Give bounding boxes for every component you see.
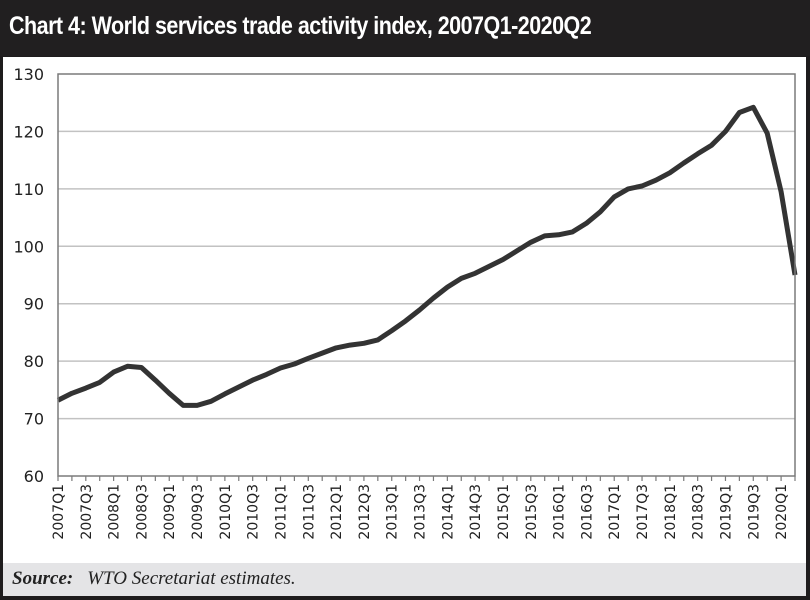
x-tick-label: 2018Q1 [663, 484, 679, 540]
x-tick-label: 2016Q1 [552, 484, 568, 540]
x-tick-label: 2010Q3 [246, 484, 262, 540]
x-tick-label: 2012Q1 [329, 484, 345, 540]
x-tick-label: 2015Q3 [524, 484, 540, 540]
y-tick-label: 130 [13, 65, 44, 84]
source-label: Source: [12, 568, 74, 589]
y-tick-label: 90 [24, 295, 44, 314]
x-tick-label: 2014Q3 [468, 484, 484, 540]
x-tick-label: 2009Q3 [190, 484, 206, 540]
x-tick-label: 2016Q3 [579, 484, 595, 540]
x-tick-label: 2012Q3 [357, 484, 373, 540]
x-tick-label: 2008Q1 [107, 484, 123, 540]
y-tick-label: 120 [13, 122, 44, 141]
x-tick-label: 2017Q3 [635, 484, 651, 540]
x-tick-label: 2007Q1 [51, 484, 67, 540]
x-tick-label: 2007Q3 [79, 484, 95, 540]
x-tick-label: 2013Q3 [413, 484, 429, 540]
x-tick-label: 2015Q1 [496, 484, 512, 540]
y-tick-label: 60 [24, 467, 44, 486]
x-tick-label: 2010Q1 [218, 484, 234, 540]
x-tick-label: 2011Q3 [301, 484, 317, 540]
x-tick-label: 2020Q1 [774, 484, 790, 540]
plot-frame [57, 73, 796, 477]
x-tick-label: 2009Q1 [162, 484, 178, 540]
series-group [56, 104, 798, 408]
x-tick-label: 2019Q3 [746, 484, 762, 540]
y-tick-label: 80 [24, 352, 44, 371]
y-axis: 60 70 80 90 100 110 120 130 [13, 65, 44, 486]
series-line [56, 104, 798, 408]
x-tick-label: 2011Q1 [273, 484, 289, 540]
x-axis: 2007Q1 2007Q3 2008Q1 2008Q3 2009Q1 2009Q3 2010… [51, 476, 796, 540]
chart-title: Chart 4: World services trade activity i… [9, 12, 592, 40]
x-tick-label: 2017Q1 [607, 484, 623, 540]
x-tick-label: 2014Q1 [440, 484, 456, 540]
x-tick-label: 2008Q3 [134, 484, 150, 540]
title-bar: Chart 4: World services trade activity i… [0, 0, 810, 56]
x-tick-label: 2019Q1 [718, 484, 734, 540]
gridlines [58, 130, 795, 420]
source-note: Source: WTO Secretariat estimates. [12, 568, 296, 590]
y-tick-label: 100 [13, 237, 44, 256]
y-tick-label: 110 [13, 180, 44, 199]
chart-panel [3, 57, 806, 563]
source-footer: Source: WTO Secretariat estimates. [3, 563, 806, 596]
y-tick-label: 70 [24, 410, 44, 429]
x-tick-label: 2018Q3 [691, 484, 707, 540]
x-tick-label: 2013Q1 [385, 484, 401, 540]
source-text: WTO Secretariat estimates. [87, 568, 296, 589]
